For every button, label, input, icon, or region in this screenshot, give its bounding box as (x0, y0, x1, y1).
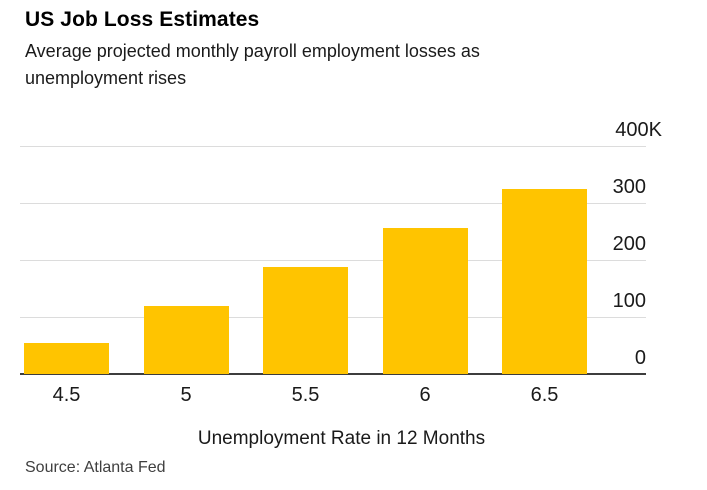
x-axis-tick-label: 4.5 (52, 384, 81, 406)
chart-bar-6.5 (502, 189, 587, 374)
y-axis-tick-label: 200 (612, 233, 646, 255)
chart-bar-5.5 (263, 267, 348, 374)
chart-subtitle: Average projected monthly payroll employ… (25, 41, 480, 88)
chart-bar-4.5 (24, 343, 109, 374)
x-axis-title: Unemployment Rate in 12 Months (197, 428, 486, 449)
x-axis-tick-label: 6 (419, 384, 431, 406)
x-axis-baseline (20, 373, 646, 375)
chart-bar-5 (143, 305, 229, 374)
y-axis-tick-label: 100 (612, 290, 646, 312)
x-axis-tick-label: 5 (180, 384, 192, 406)
y-axis-tick-label: 400K (615, 119, 662, 141)
y-axis-tick-label: 0 (634, 347, 646, 369)
x-axis-tick-label: 5.5 (291, 384, 320, 406)
gridline (20, 260, 646, 261)
y-axis-tick-label: 300 (612, 176, 646, 198)
chart-title: US Job Loss Estimates (25, 8, 260, 31)
gridline (20, 146, 646, 147)
x-axis-tick-row: 4.5 5 5.5 6 6.5 (20, 384, 646, 408)
gridline (20, 203, 646, 204)
chart-bar-6 (382, 227, 468, 374)
x-axis-tick-label: 6.5 (530, 384, 559, 406)
plot-area: 0 100 200 300 400K (20, 119, 662, 375)
source-note: Source: Atlanta Fed (25, 459, 166, 476)
